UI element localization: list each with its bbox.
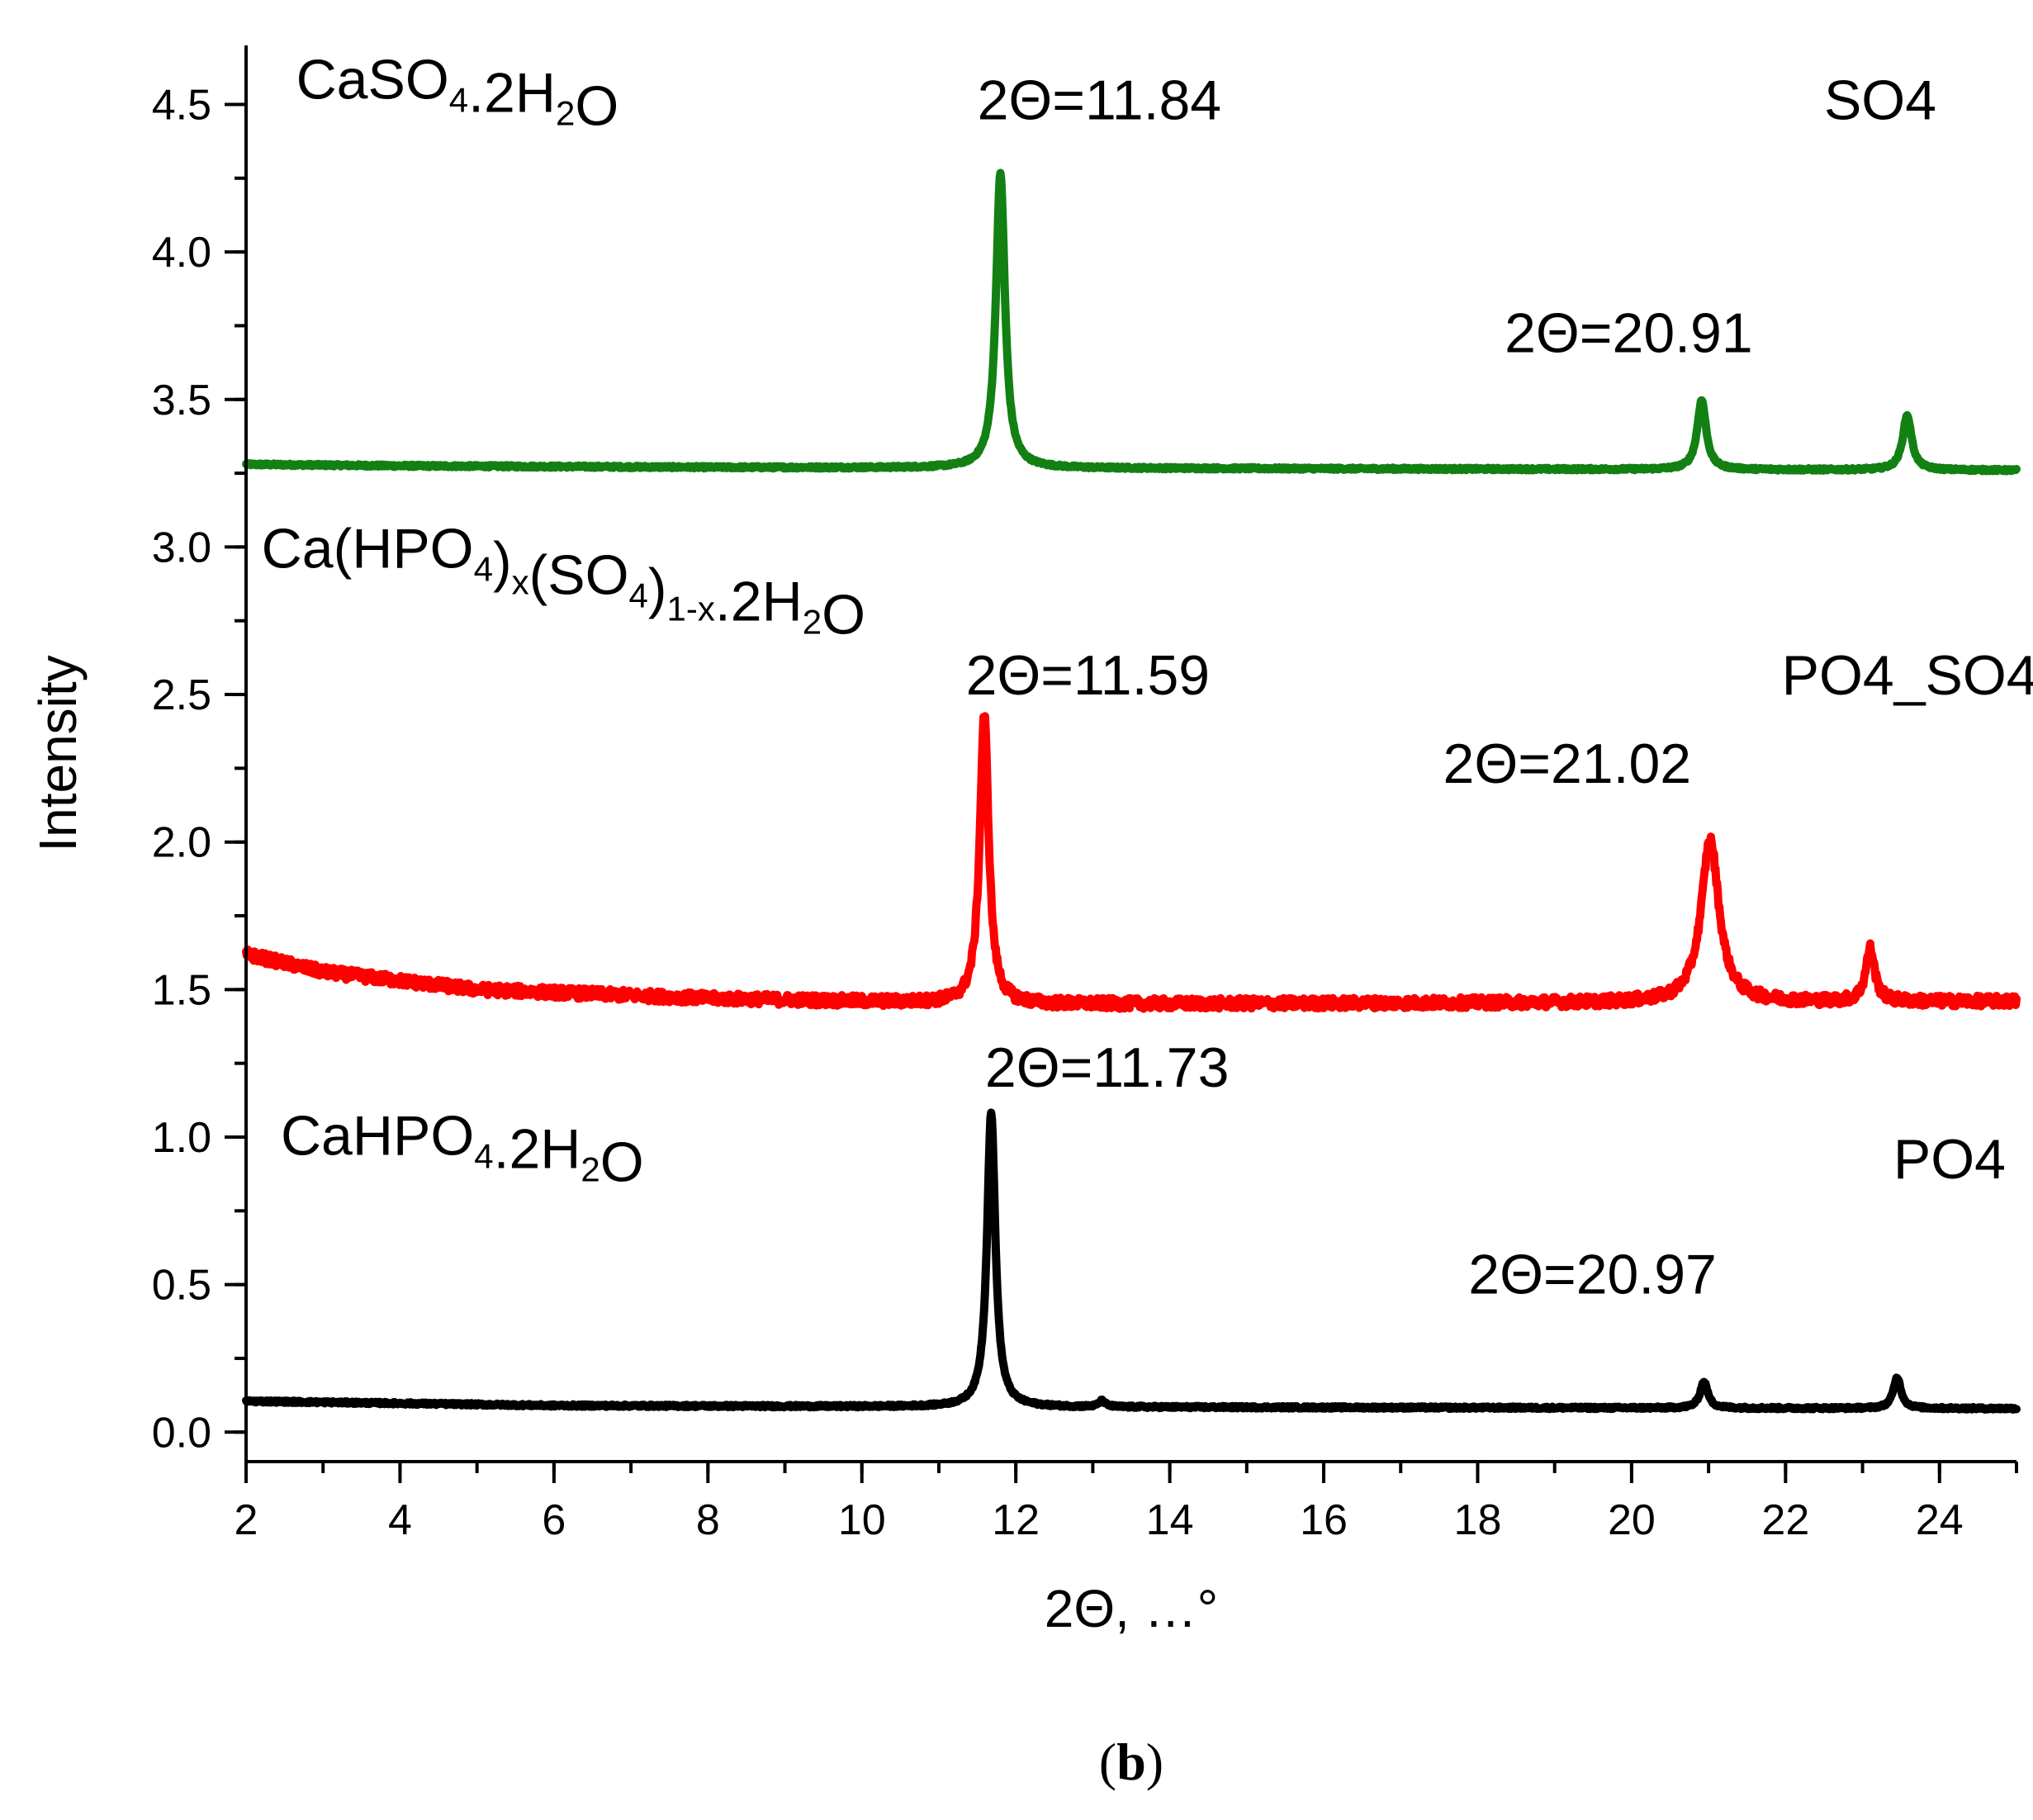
x-tick-label: 20: [1608, 1496, 1656, 1544]
compound-label: Ca(HPO4)x(SO4)1-x.2H2O: [262, 517, 865, 646]
annotation-label: PO4_SO4: [1782, 644, 2033, 707]
annotation-label: 2Θ=11.73: [985, 1036, 1230, 1099]
y-tick-label: 3.5: [152, 377, 211, 424]
formula-text: O: [600, 1130, 644, 1193]
y-tick-label: 2.5: [152, 671, 211, 719]
x-tick-label: 22: [1761, 1496, 1809, 1544]
caption-open: (: [1099, 1732, 1116, 1791]
subscript: 4: [474, 1136, 493, 1175]
subscript: 2: [556, 93, 575, 132]
figure-caption: (b): [1099, 1732, 1163, 1791]
subscript: 4: [474, 549, 493, 588]
formula-text: O: [822, 583, 865, 646]
formula-text: ): [493, 530, 512, 593]
subscript: 2: [803, 602, 822, 641]
x-tick-label: 18: [1454, 1496, 1502, 1544]
compound-label: CaSO4.2H2O: [296, 48, 619, 137]
annotation-label: 2Θ=11.84: [978, 69, 1222, 131]
subscript: 4: [629, 576, 648, 614]
y-tick-label: 0.0: [152, 1409, 211, 1457]
series-po4-so4: [242, 712, 2021, 1013]
formula-text: (SO: [529, 543, 629, 606]
formula-text: .2H: [715, 570, 803, 633]
x-tick-label: 4: [388, 1496, 412, 1544]
formula-text: Ca(HPO: [262, 517, 474, 580]
x-tick-label: 16: [1300, 1496, 1348, 1544]
subscript: 1-x: [667, 589, 715, 628]
x-tick-label: 8: [696, 1496, 720, 1544]
y-tick-label: 3.0: [152, 524, 211, 571]
formula-text: .2H: [494, 1117, 581, 1180]
series-so4: [242, 168, 2021, 476]
y-tick-label: 4.0: [152, 229, 211, 277]
x-tick-label: 14: [1146, 1496, 1194, 1544]
y-tick-label: 2.0: [152, 819, 211, 867]
y-tick-label: 1.0: [152, 1114, 211, 1162]
annotation-label: PO4: [1893, 1128, 2006, 1191]
series-line: [242, 168, 2021, 476]
subscript: 2: [581, 1149, 599, 1188]
formula-text: CaHPO: [281, 1104, 474, 1167]
y-tick-label: 4.5: [152, 81, 211, 129]
subscript: x: [512, 562, 529, 601]
compound-label: CaHPO4.2H2O: [281, 1104, 644, 1193]
annotation-label: 2Θ=20.97: [1468, 1243, 1717, 1306]
series-line: [242, 712, 2021, 1013]
series-layer: [242, 168, 2021, 1414]
axes: 2 4 6 8 10 12 14 16 18 20 22 240.00.51.01.52.02.53.…: [152, 45, 2018, 1544]
caption-letter: b: [1116, 1732, 1146, 1791]
subscript: 4: [449, 80, 468, 119]
x-tick-label: 10: [838, 1496, 886, 1544]
annotation-label: 2Θ=21.02: [1443, 732, 1692, 795]
formula-text: CaSO: [296, 48, 449, 111]
y-tick-label: 0.5: [152, 1262, 211, 1310]
x-tick-label: 2: [235, 1496, 258, 1544]
x-tick-label: 24: [1916, 1496, 1964, 1544]
x-axis-title: 2Θ, …°: [1045, 1579, 1219, 1638]
y-tick-label: 1.5: [152, 966, 211, 1014]
annotation-label: SO4: [1824, 69, 1936, 131]
y-axis-title: Intensity: [28, 655, 88, 851]
series-line: [242, 1108, 2021, 1414]
formula-text: O: [575, 74, 618, 137]
x-tick-label: 6: [542, 1496, 566, 1544]
formula-text: ): [648, 557, 667, 619]
annotation-label: 2Θ=20.91: [1505, 302, 1753, 365]
x-tick-label: 12: [992, 1496, 1040, 1544]
annotation-label: 2Θ=11.59: [966, 644, 1211, 707]
caption-close: ): [1146, 1732, 1163, 1791]
formula-text: .2H: [468, 61, 556, 124]
annotations: CaSO4.2H2OCa(HPO4)x(SO4)1-x.2H2OCaHPO4.2…: [262, 48, 2033, 1306]
series-po4: [242, 1108, 2021, 1414]
